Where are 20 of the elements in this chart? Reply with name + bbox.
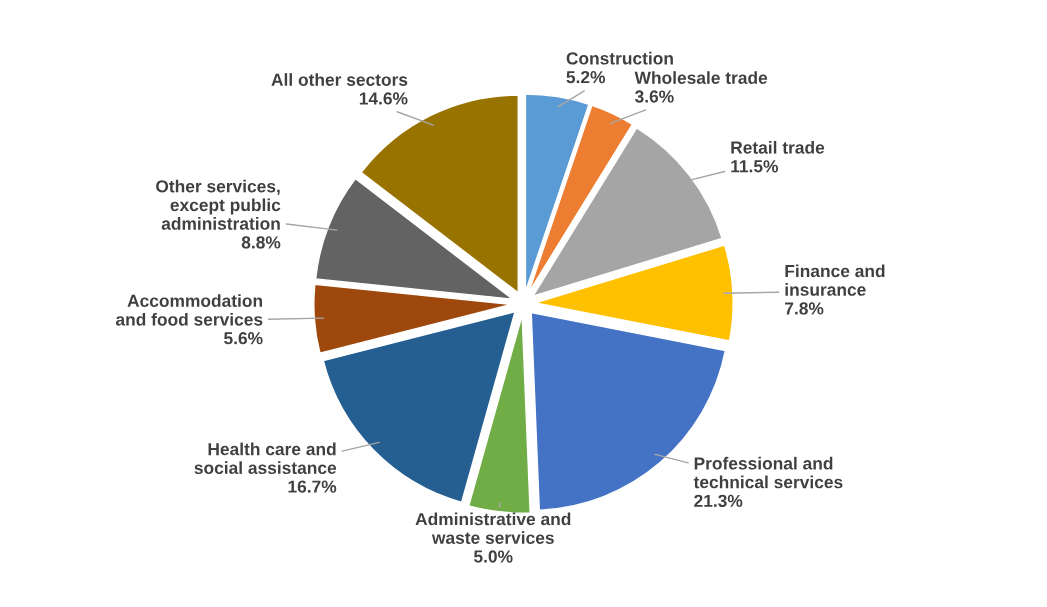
data-label: 7.8%	[785, 302, 824, 315]
data-label: 14.6%	[359, 92, 408, 105]
data-label: 8.8%	[241, 236, 281, 249]
slice-label: Retail trade	[731, 140, 825, 154]
data-label: 16.7%	[288, 480, 337, 493]
slice-label: Accommodation and food services	[115, 294, 263, 326]
slice-label: All other sectors	[271, 73, 408, 86]
data-label: 5.0%	[473, 550, 513, 563]
slice-label: Finance and insurance	[785, 264, 885, 296]
slice-label: Other services, except public administration	[156, 179, 281, 230]
slice-label: Administrative and waste services	[415, 512, 571, 544]
slice-label: Wholesale trade	[634, 71, 768, 84]
slice-label: Professional and technical services	[693, 456, 843, 489]
data-label: 5.2%	[566, 70, 606, 84]
slice-label: Health care and social assistance	[194, 442, 337, 475]
data-label: 11.5%	[731, 160, 779, 173]
data-label: 21.3%	[694, 494, 743, 508]
slice-label: Construction	[566, 51, 673, 65]
data-label: 3.6%	[634, 90, 674, 103]
data-label: 5.6%	[224, 332, 263, 345]
